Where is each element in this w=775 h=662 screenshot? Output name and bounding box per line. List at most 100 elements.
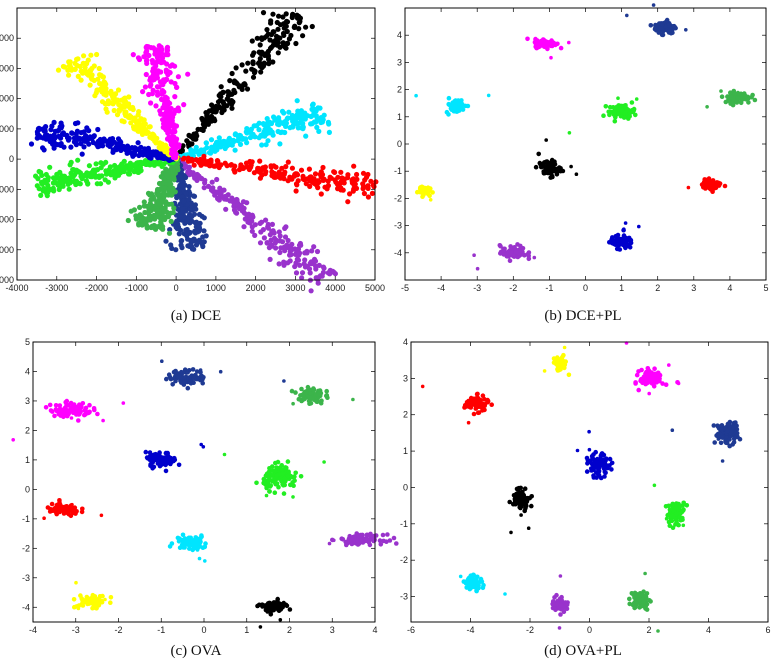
point bbox=[159, 55, 166, 61]
series-b-navy bbox=[625, 3, 688, 38]
point bbox=[660, 381, 665, 386]
point-outlier bbox=[327, 541, 332, 546]
point bbox=[96, 174, 102, 180]
point bbox=[584, 469, 590, 474]
point bbox=[509, 250, 514, 256]
point bbox=[164, 376, 169, 382]
point bbox=[67, 162, 73, 168]
point bbox=[173, 247, 179, 253]
point bbox=[96, 143, 102, 149]
point bbox=[315, 280, 321, 286]
point bbox=[616, 111, 621, 116]
point bbox=[154, 54, 160, 61]
x-tick-label: 2 bbox=[646, 625, 651, 635]
point bbox=[162, 199, 168, 205]
point bbox=[161, 180, 167, 186]
point bbox=[47, 509, 53, 514]
point bbox=[143, 52, 150, 58]
series-a-cyan bbox=[172, 98, 332, 166]
point bbox=[300, 33, 306, 39]
point bbox=[459, 98, 464, 103]
point bbox=[163, 468, 169, 474]
point bbox=[221, 187, 227, 193]
point-outlier bbox=[567, 40, 571, 45]
point bbox=[103, 85, 109, 92]
point bbox=[184, 218, 190, 224]
point bbox=[237, 141, 244, 147]
point-outlier bbox=[76, 606, 81, 611]
point bbox=[729, 94, 734, 100]
point-outlier bbox=[466, 420, 471, 425]
point-outlier bbox=[716, 437, 721, 441]
point bbox=[170, 167, 176, 173]
point bbox=[322, 184, 328, 190]
point bbox=[270, 11, 276, 17]
point bbox=[632, 605, 638, 610]
point bbox=[83, 408, 88, 414]
point bbox=[272, 117, 278, 123]
point bbox=[256, 127, 262, 133]
y-tick-label: 2 bbox=[25, 425, 30, 435]
point-outlier bbox=[486, 93, 491, 98]
point bbox=[385, 532, 390, 537]
point-outlier bbox=[509, 530, 513, 535]
point bbox=[670, 501, 675, 507]
point bbox=[41, 128, 48, 134]
point bbox=[326, 129, 332, 135]
series-d-navy bbox=[670, 419, 743, 463]
point bbox=[732, 91, 738, 97]
point bbox=[268, 18, 274, 24]
x-tick-label: 1 bbox=[619, 283, 624, 293]
point bbox=[284, 28, 290, 35]
point bbox=[634, 372, 640, 378]
point bbox=[158, 146, 164, 152]
point bbox=[279, 478, 284, 484]
point bbox=[181, 198, 187, 204]
point bbox=[244, 86, 251, 92]
point bbox=[266, 61, 272, 67]
point bbox=[261, 476, 267, 482]
point bbox=[542, 160, 547, 165]
point bbox=[335, 174, 341, 180]
point bbox=[260, 604, 265, 609]
point bbox=[92, 597, 98, 603]
x-tick-label: -1 bbox=[545, 283, 553, 293]
point bbox=[53, 403, 59, 408]
point bbox=[55, 67, 62, 73]
point bbox=[88, 52, 94, 58]
point bbox=[190, 367, 196, 372]
point bbox=[81, 129, 87, 135]
point bbox=[276, 35, 282, 41]
point bbox=[481, 582, 486, 588]
point bbox=[266, 56, 272, 62]
point-outlier bbox=[160, 359, 164, 364]
point bbox=[56, 133, 62, 139]
point bbox=[523, 502, 528, 508]
point bbox=[172, 129, 178, 135]
point bbox=[167, 123, 174, 129]
point bbox=[343, 539, 349, 545]
point bbox=[66, 72, 72, 78]
point bbox=[602, 474, 607, 479]
point bbox=[596, 468, 602, 474]
point bbox=[259, 142, 265, 148]
point bbox=[752, 97, 758, 103]
point bbox=[89, 76, 95, 82]
point bbox=[257, 240, 264, 246]
point-outlier bbox=[712, 180, 717, 185]
point bbox=[172, 63, 178, 69]
point bbox=[467, 575, 472, 581]
point bbox=[629, 100, 635, 105]
point bbox=[281, 32, 287, 39]
point bbox=[86, 163, 92, 169]
point bbox=[179, 380, 184, 385]
point bbox=[135, 55, 142, 61]
x-axis-b: -5 -4 -3 -2 -1 0 1 2 3 4 5 bbox=[401, 8, 769, 293]
point bbox=[183, 227, 189, 233]
point bbox=[723, 440, 729, 446]
point bbox=[177, 536, 182, 541]
point bbox=[716, 433, 721, 438]
point bbox=[185, 169, 191, 175]
